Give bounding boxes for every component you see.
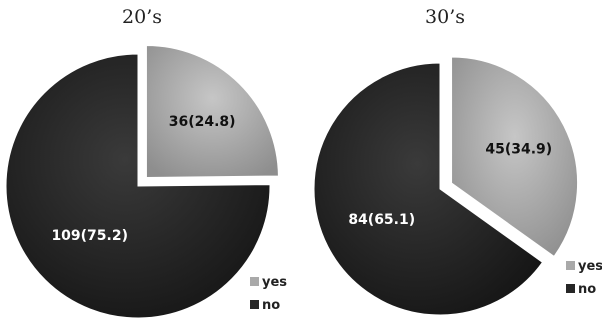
pie-chart-30s: 30’s 45(34.9) 84(65.1) yes no — [313, 6, 602, 316]
pie-chart-20s: 20’s 36(24.8) 109(75.2) yes no — [5, 6, 287, 319]
data-label-yes: 45(34.9) — [485, 141, 552, 157]
data-label-yes: 36(24.8) — [169, 114, 236, 130]
pie-slice-no — [5, 53, 271, 319]
data-label-no: 109(75.2) — [51, 228, 128, 244]
legend-swatch-no — [566, 284, 575, 293]
pie-slice-yes — [451, 56, 578, 258]
pie-slice-no — [313, 62, 544, 316]
legend-label-yes: yes — [262, 275, 287, 290]
chart-title: 20’s — [122, 6, 162, 28]
legend-label-no: no — [262, 298, 280, 313]
legend: yes no — [250, 275, 287, 313]
legend-label-no: no — [578, 282, 596, 297]
legend-swatch-yes — [250, 277, 259, 286]
legend-label-yes: yes — [578, 259, 602, 274]
legend: yes no — [566, 259, 602, 297]
legend-swatch-no — [250, 300, 259, 309]
legend-swatch-yes — [566, 261, 575, 270]
pie-slice-yes — [145, 44, 279, 178]
chart-title: 30’s — [425, 6, 465, 28]
data-label-no: 84(65.1) — [348, 212, 415, 228]
